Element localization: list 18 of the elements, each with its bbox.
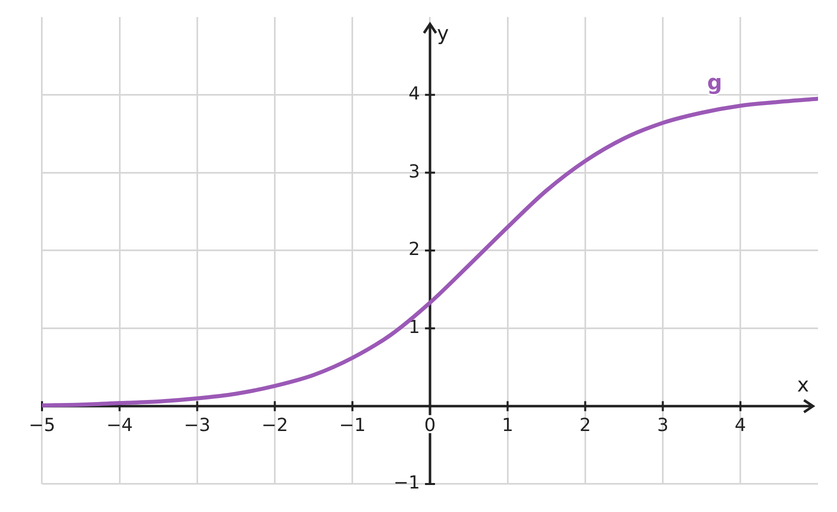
x-tick-label: −1 [339,414,366,436]
y-tick-label: 3 [408,161,420,182]
x-tick-label: 4 [734,414,746,436]
y-tick-label: −1 [393,472,420,494]
x-tick-label: 1 [502,414,514,436]
x-tick-label: −3 [184,414,210,436]
y-axis-title: y [437,21,449,46]
y-tick-label: 4 [408,84,420,105]
y-tick-label: 1 [408,317,420,338]
series-label: g [707,70,722,95]
x-tick-label: −4 [106,414,133,436]
x-tick-label: 3 [657,414,669,436]
x-tick-label: 0 [424,414,436,436]
x-tick-label: −5 [28,414,56,436]
x-axis-title: x [797,372,810,396]
x-tick-label: −2 [262,414,288,436]
x-tick-label: 2 [579,414,591,436]
y-tick-label: 2 [408,239,420,260]
